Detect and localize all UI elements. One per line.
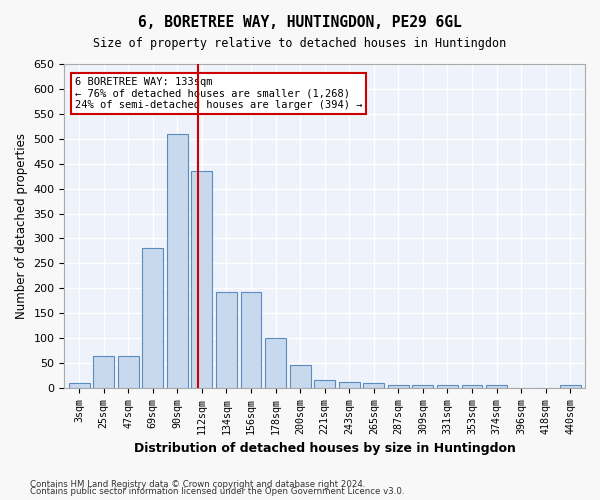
- Text: 6, BORETREE WAY, HUNTINGDON, PE29 6GL: 6, BORETREE WAY, HUNTINGDON, PE29 6GL: [138, 15, 462, 30]
- Text: 6 BORETREE WAY: 133sqm
← 76% of detached houses are smaller (1,268)
24% of semi-: 6 BORETREE WAY: 133sqm ← 76% of detached…: [75, 77, 362, 110]
- Bar: [142, 248, 163, 388]
- Y-axis label: Number of detached properties: Number of detached properties: [15, 133, 28, 319]
- X-axis label: Distribution of detached houses by size in Huntingdon: Distribution of detached houses by size …: [134, 442, 515, 455]
- Bar: [560, 386, 581, 388]
- Bar: [69, 383, 89, 388]
- Bar: [290, 364, 311, 388]
- Bar: [412, 386, 433, 388]
- Bar: [339, 382, 359, 388]
- Bar: [167, 134, 188, 388]
- Bar: [437, 386, 458, 388]
- Text: Size of property relative to detached houses in Huntingdon: Size of property relative to detached ho…: [94, 38, 506, 51]
- Bar: [314, 380, 335, 388]
- Bar: [461, 386, 482, 388]
- Bar: [265, 338, 286, 388]
- Bar: [241, 292, 262, 388]
- Text: Contains HM Land Registry data © Crown copyright and database right 2024.: Contains HM Land Registry data © Crown c…: [30, 480, 365, 489]
- Bar: [388, 385, 409, 388]
- Bar: [364, 383, 384, 388]
- Bar: [93, 356, 114, 388]
- Text: Contains public sector information licensed under the Open Government Licence v3: Contains public sector information licen…: [30, 488, 404, 496]
- Bar: [216, 292, 237, 388]
- Bar: [486, 386, 507, 388]
- Bar: [118, 356, 139, 388]
- Bar: [191, 171, 212, 388]
